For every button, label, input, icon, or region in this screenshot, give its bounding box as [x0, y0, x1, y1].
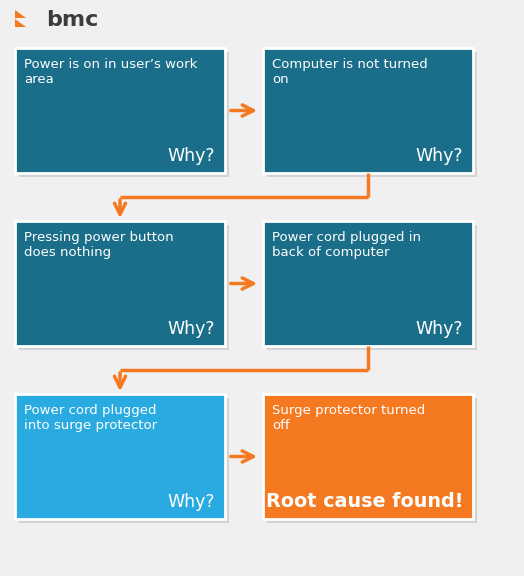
- FancyBboxPatch shape: [19, 398, 229, 523]
- FancyBboxPatch shape: [263, 221, 473, 346]
- Text: Computer is not turned
on: Computer is not turned on: [272, 58, 428, 86]
- Text: Power cord plugged in
back of computer: Power cord plugged in back of computer: [272, 231, 421, 259]
- Text: Why?: Why?: [168, 147, 215, 165]
- FancyBboxPatch shape: [19, 52, 229, 177]
- Text: Why?: Why?: [416, 147, 463, 165]
- FancyBboxPatch shape: [267, 398, 477, 523]
- FancyBboxPatch shape: [15, 221, 225, 346]
- FancyBboxPatch shape: [19, 225, 229, 350]
- Text: Why?: Why?: [416, 320, 463, 338]
- Text: Power is on in user’s work
area: Power is on in user’s work area: [24, 58, 198, 86]
- Text: Surge protector turned
off: Surge protector turned off: [272, 404, 425, 432]
- Text: Root cause found!: Root cause found!: [266, 492, 463, 511]
- Polygon shape: [15, 19, 26, 27]
- FancyBboxPatch shape: [15, 48, 225, 173]
- Polygon shape: [15, 10, 26, 18]
- FancyBboxPatch shape: [267, 52, 477, 177]
- Text: Power cord plugged
into surge protector: Power cord plugged into surge protector: [24, 404, 157, 432]
- Text: Pressing power button
does nothing: Pressing power button does nothing: [24, 231, 173, 259]
- FancyBboxPatch shape: [15, 394, 225, 519]
- Text: Why?: Why?: [168, 320, 215, 338]
- FancyBboxPatch shape: [263, 394, 473, 519]
- Text: Why?: Why?: [168, 493, 215, 511]
- FancyBboxPatch shape: [267, 225, 477, 350]
- FancyBboxPatch shape: [263, 48, 473, 173]
- Text: bmc: bmc: [46, 10, 99, 30]
